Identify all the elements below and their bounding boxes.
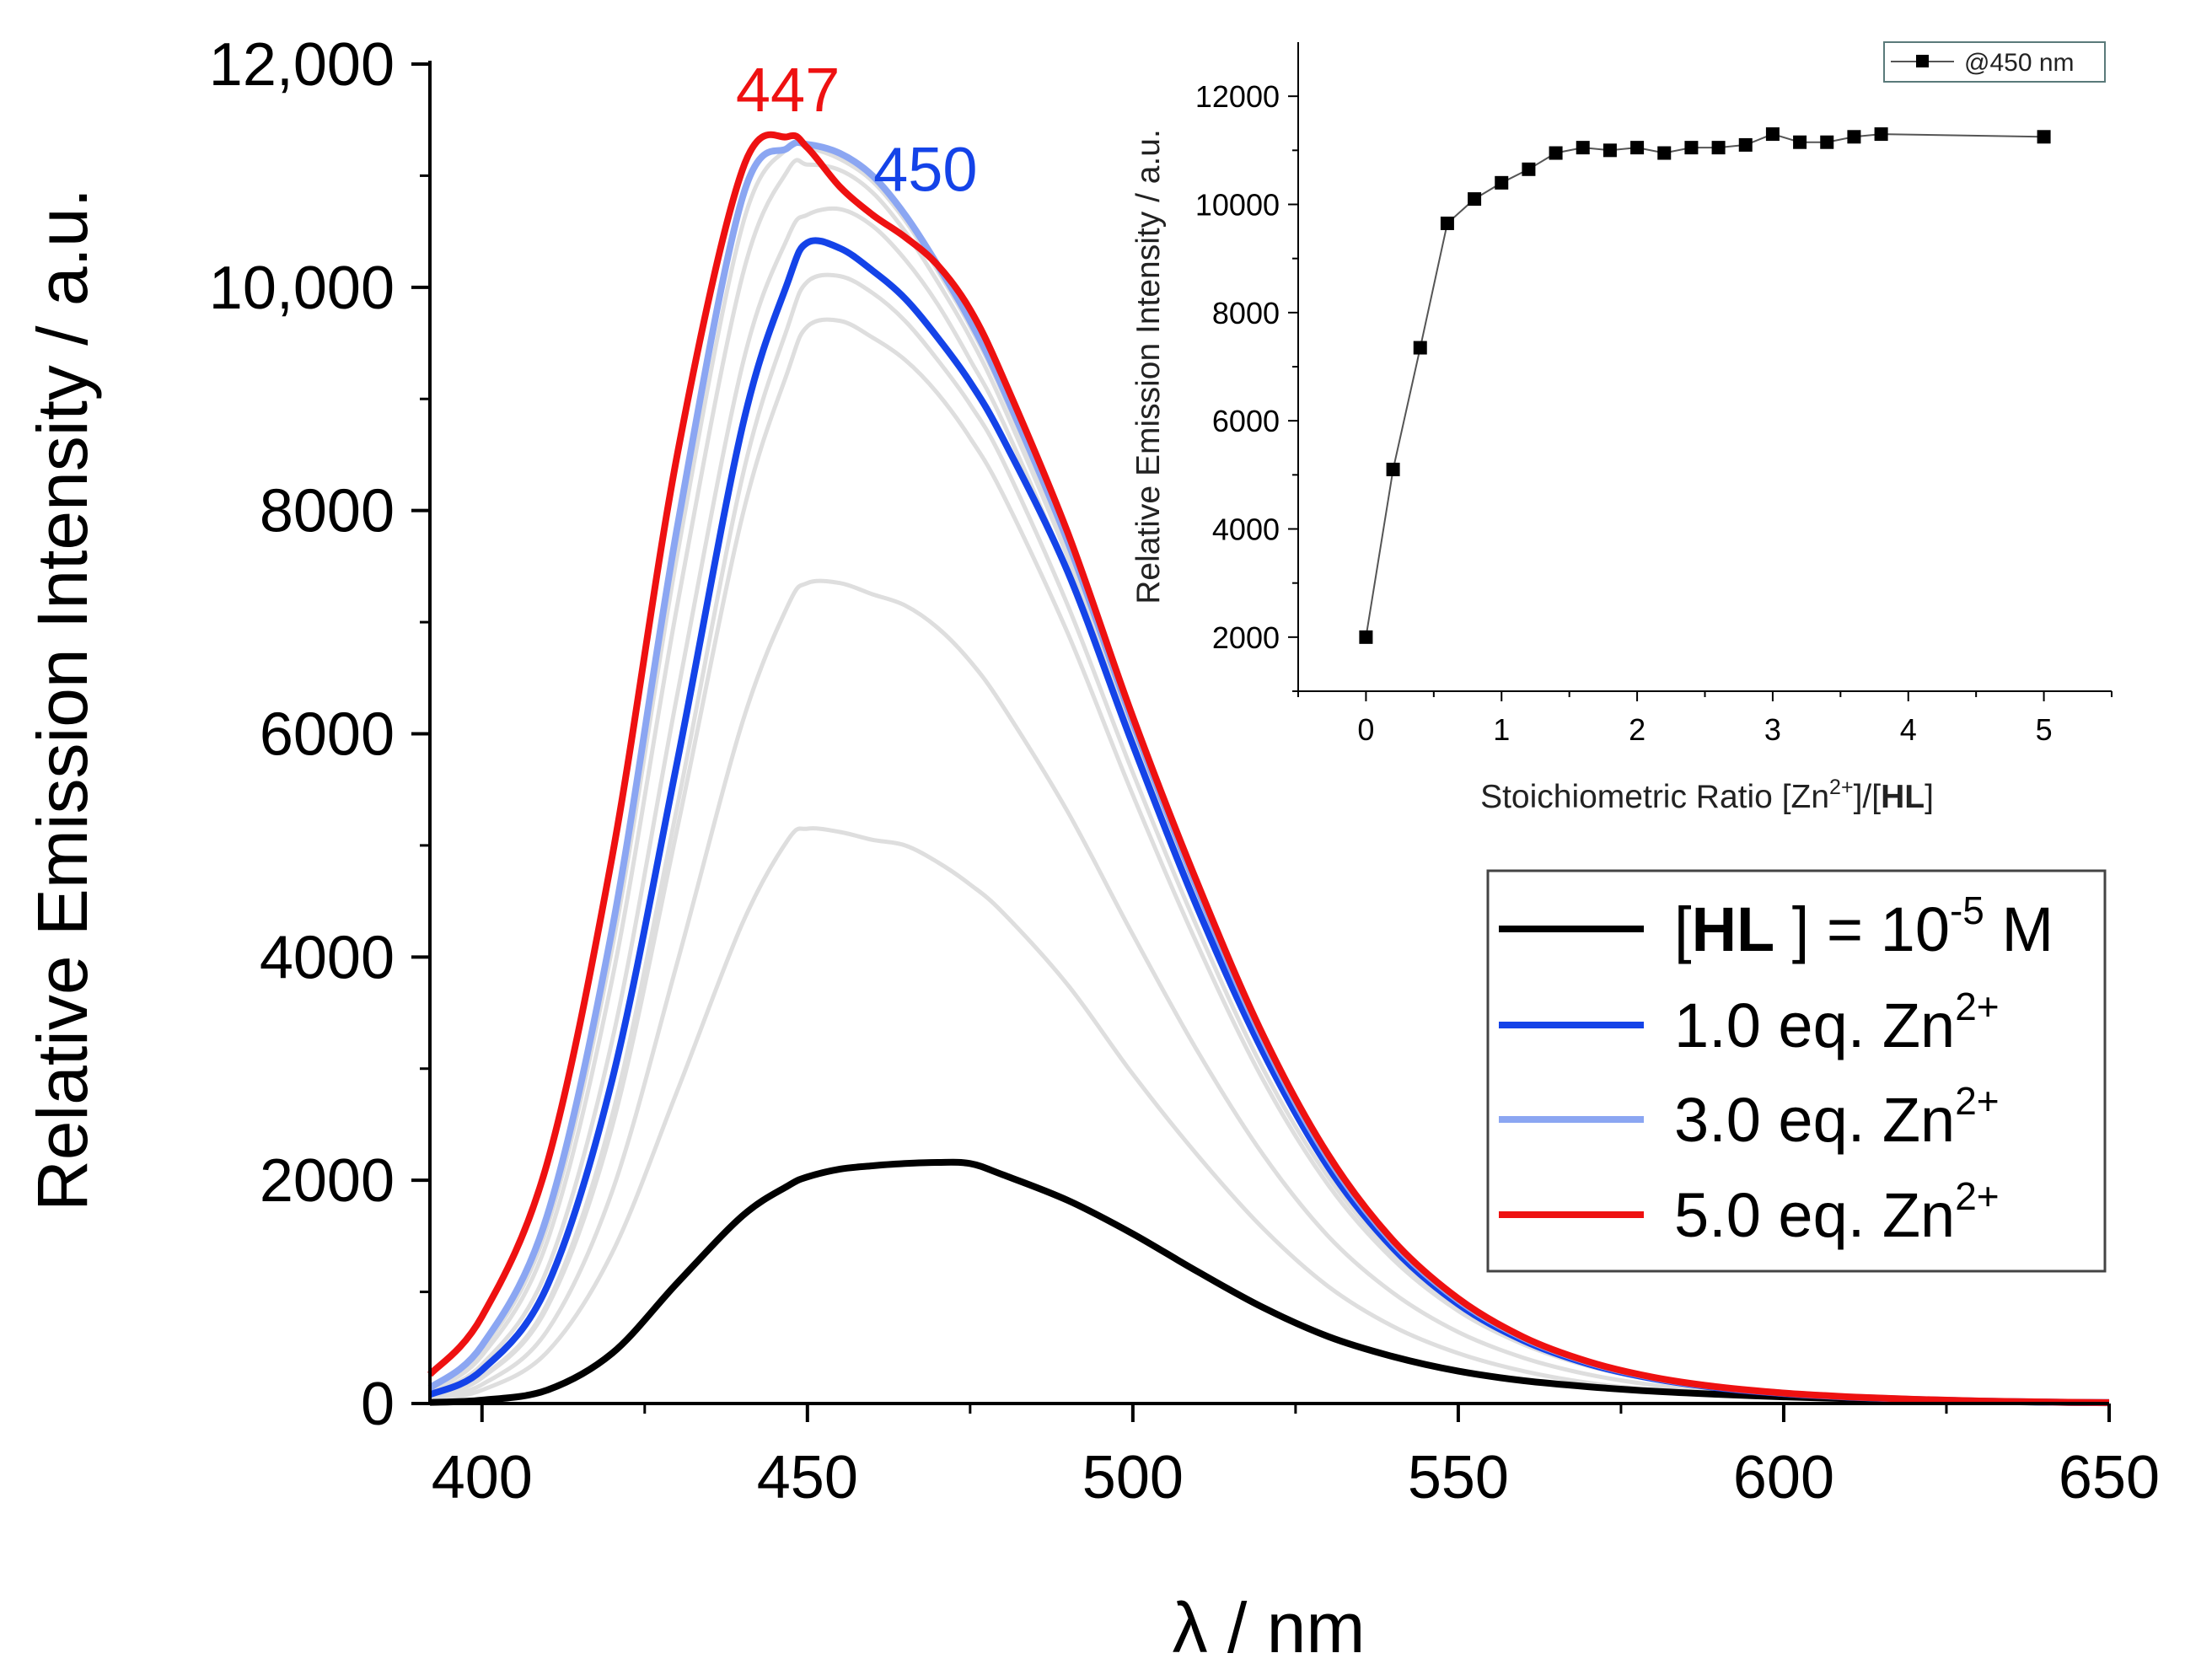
- main-peak-annotations: 447 450: [736, 55, 978, 204]
- inset-x-tick-label: 0: [1357, 712, 1374, 747]
- legend-item-1eq: 1.0 eq. Zn2+: [1499, 985, 2000, 1060]
- main-y-tick-label: 4000: [260, 924, 395, 991]
- main-y-tick-label: 10,000: [209, 255, 395, 322]
- inset-y-tick-label: 4000: [1212, 513, 1280, 547]
- main-y-tick-label: 0: [361, 1371, 395, 1438]
- inset-data-point: [1874, 127, 1888, 142]
- inset-data-point: [1738, 137, 1753, 152]
- inset-data-point: [1711, 141, 1726, 155]
- peak-annotation: 447: [736, 55, 840, 125]
- inset-y-tick-label: 6000: [1212, 404, 1280, 438]
- main-x-tick-label: 400: [432, 1444, 533, 1511]
- legend-item-hl: [HL ] = 10-5 M: [1499, 888, 2053, 964]
- inset-data-point: [1468, 192, 1482, 207]
- legend-label-3eq-main: 3.0 eq. Zn: [1674, 1085, 1955, 1155]
- inset-x-title-mid: ]/[: [1854, 779, 1882, 815]
- legend-label-hl-bold: HL: [1692, 894, 1775, 964]
- inset-x-tick-label: 4: [1900, 712, 1917, 747]
- inset-data-point: [1440, 216, 1454, 230]
- legend-label-hl-rest: ] = 10: [1774, 894, 1950, 964]
- main-y-tick-label: 6000: [260, 701, 395, 769]
- inset-data-point: [1413, 341, 1427, 355]
- inset-x-title-end: ]: [1925, 779, 1934, 815]
- main-x-tick-label: 500: [1082, 1444, 1184, 1511]
- legend-label-1eq-sup: 2+: [1955, 985, 1999, 1028]
- main-ticks: 400 450 500 550 600 6500200040006000800010,00…: [209, 31, 2160, 1511]
- inset-data-point: [1684, 141, 1699, 155]
- inset-x-tick-label: 1: [1493, 712, 1510, 747]
- legend-item-5eq: 5.0 eq. Zn2+: [1499, 1174, 2000, 1250]
- inset-y-tick-label: 8000: [1212, 296, 1280, 330]
- legend-label-hl: [HL ] = 10-5 M: [1674, 888, 2053, 964]
- inset-data-point: [2037, 130, 2051, 144]
- inset-data-point: [1386, 462, 1400, 476]
- main-legend-box: [1486, 869, 2107, 1273]
- main-x-tick-label: 450: [757, 1444, 858, 1511]
- main-y-axis-title: Relative Emission Intensity / a.u.: [23, 188, 102, 1211]
- inset-data-point: [1522, 162, 1536, 176]
- main-x-axis-title: λ / nm: [1173, 1588, 1366, 1667]
- inset-y-tick-label: 10000: [1195, 188, 1280, 223]
- main-x-tick-label: 600: [1733, 1444, 1834, 1511]
- inset-data-point: [1576, 141, 1590, 155]
- inset-x-axis-title: Stoichiometric Ratio [Zn2+]/[HL]: [1480, 776, 1934, 815]
- main-x-tick-label: 650: [2059, 1444, 2160, 1511]
- inset-legend-marker: [1916, 55, 1929, 67]
- inset-x-tick-label: 2: [1629, 712, 1645, 747]
- legend-label-1eq-main: 1.0 eq. Zn: [1674, 990, 1955, 1060]
- inset-data-point: [1765, 127, 1780, 142]
- main-legend: [HL ] = 10-5 M 1.0 eq. Zn2+ 3.0 eq. Zn2+…: [1486, 869, 2107, 1273]
- inset-data-point: [1847, 130, 1861, 144]
- series-line: [427, 131, 2110, 1406]
- inset-data-point: [1603, 143, 1617, 158]
- inset-x-title-sup: 2+: [1829, 776, 1854, 799]
- inset-data-point: [1820, 135, 1834, 149]
- legend-label-hl-sup: -5: [1950, 888, 1984, 932]
- main-y-tick-label: 12,000: [209, 31, 395, 99]
- legend-label-3eq-sup: 2+: [1955, 1079, 1999, 1123]
- legend-label-hl-tail: M: [1984, 894, 2053, 964]
- inset-x-title-bold: HL: [1881, 779, 1925, 815]
- inset-data-point: [1549, 146, 1563, 160]
- inset-ticks: 0 1 2 3 4 5 2000 4000 6000 8000 10000 12000: [1195, 79, 2113, 747]
- inset-data-point: [1793, 135, 1807, 149]
- inset-data-point: [1630, 141, 1645, 155]
- inset-x-tick-label: 5: [2036, 712, 2053, 747]
- legend-label-5eq-sup: 2+: [1955, 1174, 1999, 1218]
- legend-label-1eq: 1.0 eq. Zn2+: [1674, 985, 2000, 1060]
- inset-legend: @450 nm: [1883, 41, 2106, 83]
- main-chart: 400 450 500 550 600 6500200040006000800010,00…: [23, 31, 2160, 1667]
- inset-series-points: [1359, 127, 2051, 644]
- inset-x-title-prefix: Stoichiometric Ratio [Zn: [1480, 779, 1829, 815]
- main-y-tick-label: 8000: [260, 478, 395, 545]
- inset-legend-label: @450 nm: [1964, 49, 2075, 77]
- inset-chart: 0 1 2 3 4 5 2000 4000 6000 8000 10000 12000 Relativ…: [1130, 41, 2113, 815]
- inset-data-point: [1657, 146, 1672, 160]
- inset-y-axis-title: Relative Emission Intensity / a.u.: [1130, 129, 1167, 604]
- inset-data-point: [1495, 175, 1509, 190]
- main-x-tick-label: 550: [1408, 1444, 1509, 1511]
- legend-item-3eq: 3.0 eq. Zn2+: [1499, 1079, 2000, 1155]
- inset-y-tick-label: 2000: [1212, 620, 1280, 655]
- main-y-tick-label: 2000: [260, 1147, 395, 1215]
- inset-y-tick-label: 12000: [1195, 79, 1280, 114]
- legend-label-5eq-main: 5.0 eq. Zn: [1674, 1180, 1955, 1250]
- peak-annotation: 450: [873, 134, 977, 204]
- inset-data-point: [1359, 630, 1373, 644]
- legend-label-3eq: 3.0 eq. Zn2+: [1674, 1079, 2000, 1155]
- legend-label-5eq: 5.0 eq. Zn2+: [1674, 1174, 2000, 1250]
- main-series-lines: [427, 131, 2110, 1407]
- inset-x-tick-label: 3: [1764, 712, 1781, 747]
